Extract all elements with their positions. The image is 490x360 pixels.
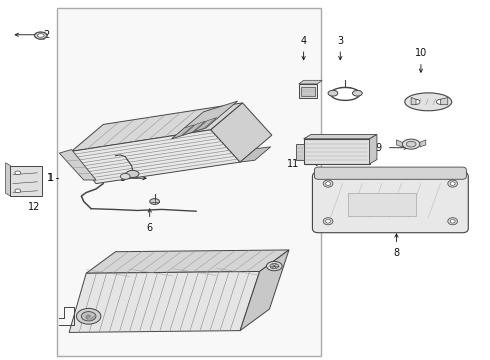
FancyBboxPatch shape — [313, 172, 468, 233]
Ellipse shape — [121, 174, 130, 179]
Polygon shape — [86, 250, 289, 273]
Ellipse shape — [326, 220, 331, 223]
Bar — [57, 8, 321, 356]
Ellipse shape — [352, 90, 362, 96]
Ellipse shape — [450, 182, 455, 185]
Text: 2: 2 — [43, 30, 49, 40]
Ellipse shape — [323, 218, 333, 225]
Polygon shape — [411, 98, 416, 105]
Text: 7: 7 — [244, 263, 250, 273]
Ellipse shape — [328, 90, 338, 96]
Text: 5: 5 — [119, 173, 125, 183]
Text: 10: 10 — [415, 48, 427, 58]
Text: 4: 4 — [300, 36, 307, 45]
Bar — [296, 144, 304, 160]
Polygon shape — [240, 250, 289, 330]
Bar — [10, 166, 42, 196]
Ellipse shape — [34, 32, 47, 39]
Ellipse shape — [326, 182, 331, 185]
Polygon shape — [299, 80, 322, 84]
Polygon shape — [396, 140, 402, 147]
Text: 11: 11 — [287, 159, 299, 169]
FancyBboxPatch shape — [315, 167, 466, 179]
Ellipse shape — [76, 309, 101, 324]
Text: 12: 12 — [28, 202, 40, 212]
Polygon shape — [420, 140, 426, 147]
Bar — [299, 84, 318, 98]
Polygon shape — [59, 149, 96, 180]
Ellipse shape — [267, 261, 282, 271]
Polygon shape — [172, 125, 194, 139]
Ellipse shape — [37, 34, 44, 37]
Bar — [304, 139, 369, 164]
Text: 1: 1 — [49, 173, 54, 183]
Text: 1: 1 — [48, 173, 53, 183]
Ellipse shape — [270, 264, 279, 269]
Polygon shape — [5, 163, 10, 196]
Text: 8: 8 — [393, 248, 399, 258]
Ellipse shape — [412, 99, 420, 104]
Bar — [301, 87, 316, 96]
Bar — [347, 193, 416, 216]
Ellipse shape — [448, 218, 458, 225]
Ellipse shape — [406, 141, 416, 147]
Polygon shape — [69, 271, 260, 332]
Polygon shape — [211, 103, 272, 162]
Ellipse shape — [448, 180, 458, 187]
Polygon shape — [304, 134, 377, 139]
Ellipse shape — [15, 189, 21, 193]
Ellipse shape — [81, 312, 96, 321]
Ellipse shape — [126, 170, 139, 177]
Ellipse shape — [15, 171, 21, 175]
Polygon shape — [172, 101, 238, 139]
Polygon shape — [72, 103, 243, 151]
Polygon shape — [72, 130, 240, 184]
Ellipse shape — [323, 180, 333, 187]
Polygon shape — [369, 134, 377, 164]
Ellipse shape — [150, 199, 159, 204]
Ellipse shape — [437, 99, 444, 104]
Ellipse shape — [450, 220, 455, 223]
Ellipse shape — [402, 139, 420, 149]
Polygon shape — [183, 121, 205, 135]
Ellipse shape — [405, 93, 452, 111]
Polygon shape — [194, 118, 217, 132]
Text: 3: 3 — [337, 36, 343, 45]
Polygon shape — [240, 147, 270, 162]
Text: 9: 9 — [376, 143, 382, 153]
Polygon shape — [441, 98, 448, 105]
Text: 6: 6 — [147, 223, 153, 233]
